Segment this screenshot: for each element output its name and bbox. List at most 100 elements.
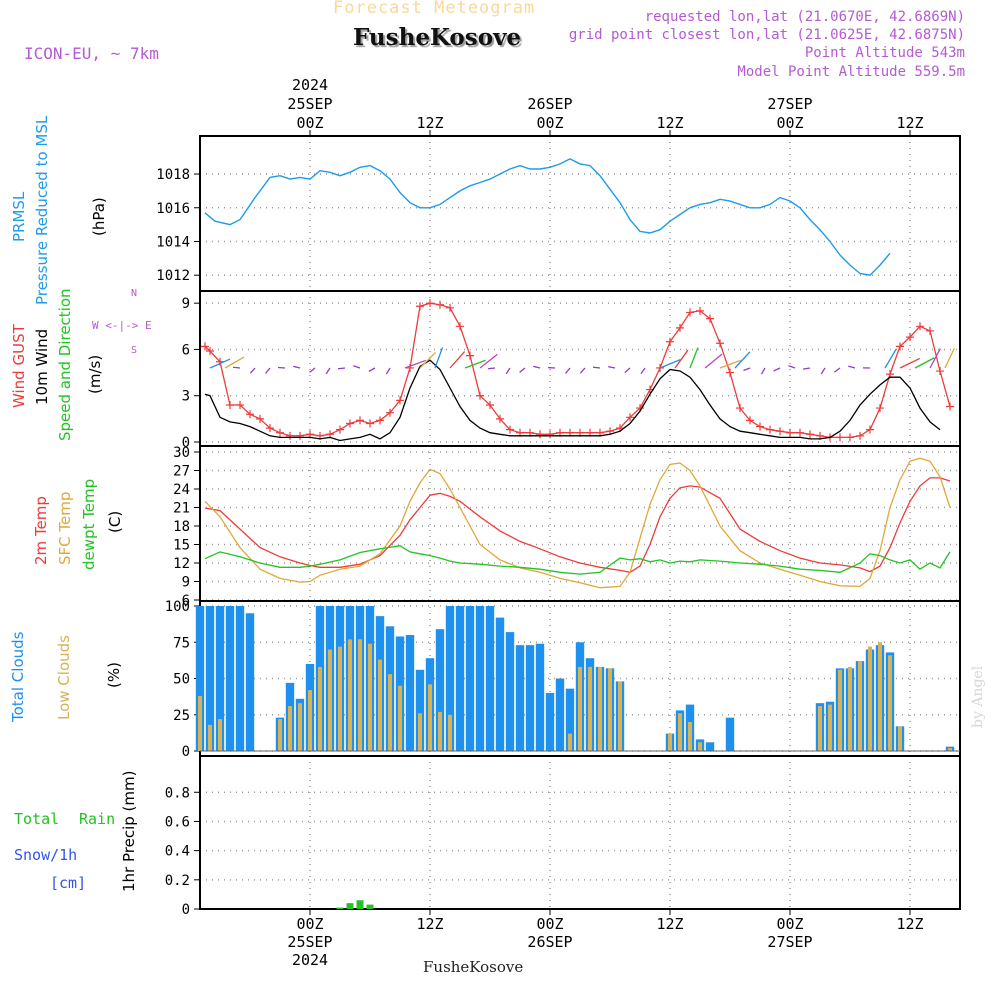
wind-label: 10m Wind bbox=[33, 328, 51, 405]
total-cloud-bar bbox=[195, 606, 205, 751]
low-cloud-bar bbox=[328, 649, 332, 751]
top-time-label: 12Z bbox=[416, 114, 443, 132]
faded-title: Forecast Meteogram bbox=[333, 0, 536, 18]
clouds-unit: (%) bbox=[105, 662, 123, 688]
closest-coords: grid point closest lon,lat (21.0625E, 42… bbox=[568, 27, 965, 43]
low-cloud-bar bbox=[838, 669, 842, 751]
y-tick-label: 18 bbox=[173, 519, 190, 535]
wind-line bbox=[204, 359, 941, 442]
gust-marker bbox=[446, 303, 454, 312]
wind-direction-arrow bbox=[640, 367, 646, 375]
gust-marker bbox=[406, 363, 414, 372]
low-cloud-bar bbox=[298, 703, 302, 751]
temp-unit: (C) bbox=[106, 510, 124, 533]
wind-direction-arrow bbox=[385, 367, 391, 375]
wind-direction-arrow bbox=[608, 365, 616, 369]
gust-marker bbox=[266, 424, 274, 433]
gust-marker bbox=[536, 430, 544, 439]
dewpt-line bbox=[204, 545, 951, 575]
wind-direction-arrow bbox=[884, 348, 897, 369]
rain-bar bbox=[346, 903, 354, 909]
wind-direction-arrow bbox=[899, 357, 921, 369]
total-cloud-bar bbox=[525, 645, 535, 751]
compass-s: S bbox=[131, 345, 138, 356]
gust-marker bbox=[766, 425, 774, 434]
wind-direction-arrow bbox=[479, 353, 498, 369]
bottom-date-label: 26SEP bbox=[527, 933, 572, 951]
precip-unit: 1hr Precip (mm) bbox=[120, 770, 138, 892]
total-cloud-bar bbox=[495, 617, 505, 751]
precip-rain-label: Rain bbox=[79, 810, 116, 828]
low-cloud-bar bbox=[418, 713, 422, 751]
gust-marker bbox=[836, 433, 844, 442]
bottom-time-label: 12Z bbox=[416, 915, 443, 933]
low-cloud-bar bbox=[868, 646, 872, 751]
low-cloud-bar bbox=[368, 643, 372, 751]
gust-marker bbox=[806, 430, 814, 439]
gust-marker bbox=[201, 342, 209, 351]
gust-marker bbox=[776, 427, 784, 436]
top-date-label: 27SEP bbox=[767, 95, 812, 113]
total-cloud-bar bbox=[475, 606, 485, 751]
y-tick-label: 6 bbox=[182, 342, 190, 358]
bottom-time-label: 12Z bbox=[656, 915, 683, 933]
wind-direction-arrow bbox=[265, 367, 271, 374]
gust-marker bbox=[696, 306, 704, 315]
station-title: FusheKosove bbox=[353, 24, 522, 51]
gust-marker bbox=[906, 333, 914, 342]
top-time-label: 12Z bbox=[896, 114, 923, 132]
total-cloud-bar bbox=[215, 606, 225, 751]
wind-direction-arrow bbox=[533, 365, 541, 369]
top-time-label: 00Z bbox=[536, 114, 563, 132]
total-cloud-bar bbox=[225, 606, 235, 751]
low-cloud-bar bbox=[208, 724, 212, 751]
temp-2m-line bbox=[204, 477, 951, 573]
low-cloud-bar bbox=[358, 639, 362, 751]
prmsl-label: PRMSL bbox=[10, 191, 28, 242]
total-cloud-bar bbox=[535, 643, 545, 751]
wind-direction-arrow bbox=[249, 367, 256, 374]
footer-station: FusheKosove bbox=[423, 958, 524, 976]
y-tick-label: 6 bbox=[182, 593, 190, 609]
wind-direction-arrow bbox=[929, 348, 941, 369]
precip-snow-label: Snow/1h bbox=[14, 846, 78, 864]
wind-direction-arrow bbox=[565, 367, 571, 374]
wind-direction-arrow bbox=[579, 367, 586, 374]
gust-marker bbox=[946, 402, 954, 411]
gust-label: Wind GUST bbox=[10, 324, 28, 408]
wind-direction-arrow bbox=[449, 351, 466, 369]
y-tick-label: 3 bbox=[182, 389, 190, 405]
gust-marker bbox=[456, 322, 464, 331]
rain-bar bbox=[366, 904, 374, 909]
y-tick-label: 25 bbox=[173, 708, 190, 724]
gust-marker bbox=[426, 299, 434, 308]
y-tick-label: 1018 bbox=[156, 167, 190, 183]
bottom-time-label: 00Z bbox=[776, 915, 803, 933]
low-cloud-bar bbox=[598, 666, 602, 751]
gust-marker bbox=[796, 428, 804, 437]
low-cloud-bar bbox=[288, 706, 292, 751]
total-cloud-bar bbox=[515, 645, 525, 751]
y-tick-label: 0.6 bbox=[165, 814, 190, 830]
gust-marker bbox=[686, 308, 694, 317]
total-cloud-bar bbox=[205, 606, 215, 751]
wind-direction-arrow bbox=[743, 367, 751, 372]
gust-marker bbox=[736, 404, 744, 413]
wind-direction-arrow bbox=[624, 367, 631, 374]
total-cloud-bar bbox=[405, 635, 415, 751]
low-cloud-bar bbox=[578, 666, 582, 751]
panel-frame bbox=[199, 755, 961, 910]
wind-direction-arrow bbox=[434, 347, 444, 369]
y-tick-label: 1014 bbox=[156, 234, 190, 250]
low-cloud-bar bbox=[388, 674, 392, 751]
gust-marker bbox=[386, 408, 394, 417]
low-cloud-bar bbox=[448, 714, 452, 751]
gust-marker bbox=[336, 425, 344, 434]
gust-marker bbox=[296, 431, 304, 440]
y-tick-label: 12 bbox=[173, 556, 190, 572]
model-name: ICON-EU, ~ 7km bbox=[24, 44, 159, 63]
y-tick-label: 0.4 bbox=[165, 844, 190, 860]
low-cloud-bar bbox=[338, 646, 342, 751]
gust-marker bbox=[346, 419, 354, 428]
